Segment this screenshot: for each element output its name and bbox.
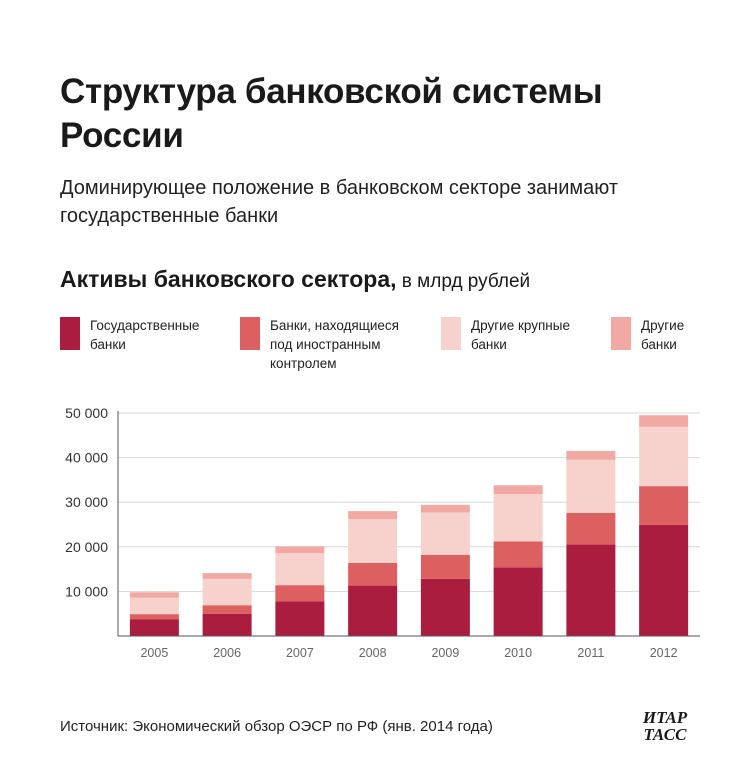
legend-swatch-other-large [441,317,461,350]
chart-title-unit: в млрд рублей [396,271,531,292]
bar-segment [566,459,616,513]
bar-segment [420,578,470,636]
page-subtitle: Доминирующее положение в банковском сект… [60,177,618,227]
bar-segment [275,585,325,602]
x-tick-label: 2008 [359,646,387,660]
bar-segment [493,485,543,495]
y-tick-label: 20 000 [65,539,108,555]
bar-segment [348,519,398,563]
bar-segment [275,546,325,554]
bar-segment [275,553,325,586]
bar-segment [493,494,543,542]
bar-segment [566,512,616,545]
bar-segment [275,601,325,636]
bar-segment [129,597,179,615]
chart-title: Активы банковского сектора, в млрд рубле… [60,266,530,293]
y-tick-label: 10 000 [65,583,108,599]
source-note: Источник: Экономический обзор ОЭСР по РФ… [60,718,493,735]
bar-segment [420,512,470,555]
itar-tass-logo: ИТАР ТАСС [642,708,688,744]
bar-segment [348,562,398,586]
bar-segment [202,573,252,579]
bar-segment [566,544,616,636]
bar-segment [129,592,179,598]
bar-segment [202,605,252,614]
page-title: Структура банковской системы России [60,72,603,155]
bar-segment [348,511,398,520]
y-tick-label: 50 000 [65,405,108,421]
x-tick-label: 2007 [286,646,314,660]
bar-segment [129,614,179,620]
bar-segment [639,415,689,427]
x-tick-label: 2006 [213,646,241,660]
logo-line-2: ТАСС [644,725,688,744]
x-tick-label: 2012 [650,646,678,660]
x-tick-label: 2011 [577,646,604,660]
x-tick-label: 2009 [431,646,459,660]
bar-segment [202,578,252,606]
bar-segment [129,619,179,636]
x-tick-label: 2005 [140,646,168,660]
bar-segment [639,426,689,487]
bar-segment [493,567,543,636]
legend-label-state: Государственные банки [90,318,200,352]
legend-swatch-foreign [240,317,260,350]
bar-segment [420,504,470,513]
legend-label-foreign: Банки, находящиеся под иностранным контр… [270,318,399,371]
bar-segment [420,554,470,579]
bar-segment [493,541,543,568]
y-tick-label: 40 000 [65,450,108,466]
bar-segment [639,524,689,636]
stacked-bar-chart: 10 000 20 000 30 000 40 000 50 000 2005 2006 20… [65,405,700,660]
legend-label-other-large: Другие крупные банки [471,318,570,352]
bar-segment [348,585,398,636]
bar-segment [566,450,616,460]
logo-line-1: ИТАР [642,708,688,727]
bar-segment [202,613,252,636]
bar-segment [639,486,689,525]
legend-label-other: Другие банки [641,318,685,352]
x-tick-label: 2010 [504,646,532,660]
chart-title-main: Активы банковского сектора, [60,266,397,292]
legend-swatch-state [60,317,80,350]
y-tick-label: 30 000 [65,494,108,510]
legend-swatch-other [611,317,631,350]
